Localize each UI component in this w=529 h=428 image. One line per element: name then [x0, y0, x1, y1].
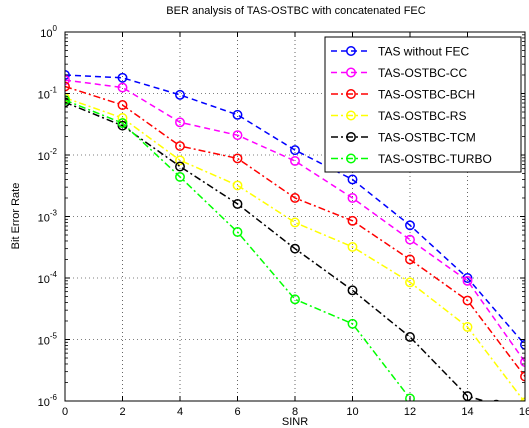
data-point	[405, 254, 415, 265]
y-tick-label: 10-6	[38, 393, 58, 409]
x-tick-label: 16	[519, 406, 529, 418]
data-point	[65, 70, 70, 80]
data-point	[65, 81, 70, 92]
legend-marker	[346, 153, 356, 164]
y-tick-labels: 100 10-1 10-2 10-3 10-4 10-5 10-6	[38, 24, 58, 409]
series-line	[65, 97, 525, 401]
y-tick-label: 10-4	[38, 270, 58, 286]
legend-label: TAS-OSTBC-BCH	[378, 88, 475, 102]
data-point	[65, 75, 70, 86]
series-1	[65, 75, 525, 367]
legend-box	[324, 36, 522, 173]
legend-marker	[346, 46, 356, 56]
data-point	[117, 82, 128, 93]
legend-marker	[346, 132, 356, 142]
series-line	[65, 85, 525, 377]
y-tick-label: 10-2	[38, 147, 58, 163]
data-point	[117, 100, 128, 110]
data-point	[347, 318, 358, 329]
data-point	[290, 217, 300, 228]
x-tick-labels: 0 2 4 6 8 10 12 14 16	[62, 406, 529, 418]
legend-label: TAS-OSTBC-TCM	[378, 131, 476, 145]
x-tick-label: 8	[292, 406, 298, 418]
legend-marker	[346, 110, 356, 121]
legend-item: TAS-OSTBC-BCH	[331, 88, 475, 102]
y-axis-label: Bit Error Rate	[10, 183, 22, 250]
data-point	[232, 198, 243, 209]
data-point	[232, 153, 243, 164]
y-tick-label: 100	[40, 24, 57, 40]
legend-item: TAS without FEC	[331, 45, 469, 59]
data-point	[175, 171, 185, 182]
legend-item: TAS-OSTBC-RS	[331, 109, 466, 123]
y-tick-label: 10-3	[38, 209, 58, 225]
data-point	[175, 117, 185, 128]
x-axis-label: SINR	[282, 416, 308, 428]
legend-item: TAS-OSTBC-CC	[331, 66, 467, 80]
data-point	[232, 180, 243, 191]
axis-ticks	[64, 31, 526, 402]
chart-title: BER analysis of TAS-OSTBC with concatena…	[166, 5, 425, 17]
data-point	[405, 220, 415, 231]
data-point	[290, 294, 300, 305]
x-tick-label: 14	[461, 406, 473, 418]
legend-item: TAS-OSTBC-TCM	[331, 131, 476, 145]
legend-label: TAS-OSTBC-CC	[378, 66, 467, 80]
data-point	[175, 161, 185, 172]
x-tick-label: 6	[234, 406, 240, 418]
series-line	[65, 101, 487, 401]
data-point	[175, 141, 185, 151]
data-point	[117, 118, 128, 129]
data-point	[462, 295, 473, 306]
data-point	[347, 174, 358, 185]
data-point	[290, 145, 300, 156]
data-point	[290, 243, 300, 254]
x-tick-label: 2	[119, 406, 125, 418]
series-3	[65, 92, 525, 401]
x-tick-label: 4	[177, 406, 183, 418]
series-5	[65, 95, 415, 401]
legend: TAS without FEC TAS-OSTBC-CC TAS-OSTBC-BCH…	[324, 36, 522, 173]
data-point	[405, 234, 415, 245]
data-point	[232, 109, 243, 120]
legend-label: TAS-OSTBC-TURBO	[378, 152, 492, 166]
legend-item: TAS-OSTBC-TURBO	[331, 152, 492, 166]
data-point	[462, 321, 473, 332]
data-point	[492, 399, 500, 401]
data-point	[232, 227, 243, 237]
y-tick-label: 10-1	[38, 86, 58, 102]
data-point	[347, 285, 358, 296]
x-tick-label: 12	[404, 406, 416, 418]
legend-marker	[346, 67, 356, 78]
series-line	[65, 99, 411, 399]
y-tick-label: 10-5	[38, 332, 58, 348]
x-tick-label: 10	[346, 406, 358, 418]
series-layer	[65, 70, 525, 401]
data-point	[175, 155, 185, 166]
data-point	[347, 215, 358, 226]
data-point	[65, 95, 70, 106]
data-point	[175, 89, 185, 100]
data-point	[347, 241, 358, 252]
data-point	[405, 277, 415, 288]
data-point	[290, 156, 300, 166]
data-point	[405, 332, 415, 342]
series-0	[65, 70, 525, 350]
x-tick-label: 0	[62, 406, 68, 418]
data-point	[405, 393, 415, 401]
data-point	[462, 275, 473, 286]
data-point	[117, 72, 128, 83]
legend-label: TAS without FEC	[378, 45, 469, 59]
series-line	[65, 79, 525, 363]
data-point	[290, 193, 300, 203]
legend-marker	[346, 89, 356, 99]
data-point	[347, 193, 358, 203]
data-point	[232, 130, 243, 141]
legend-label: TAS-OSTBC-RS	[378, 109, 466, 123]
series-line	[65, 74, 525, 346]
